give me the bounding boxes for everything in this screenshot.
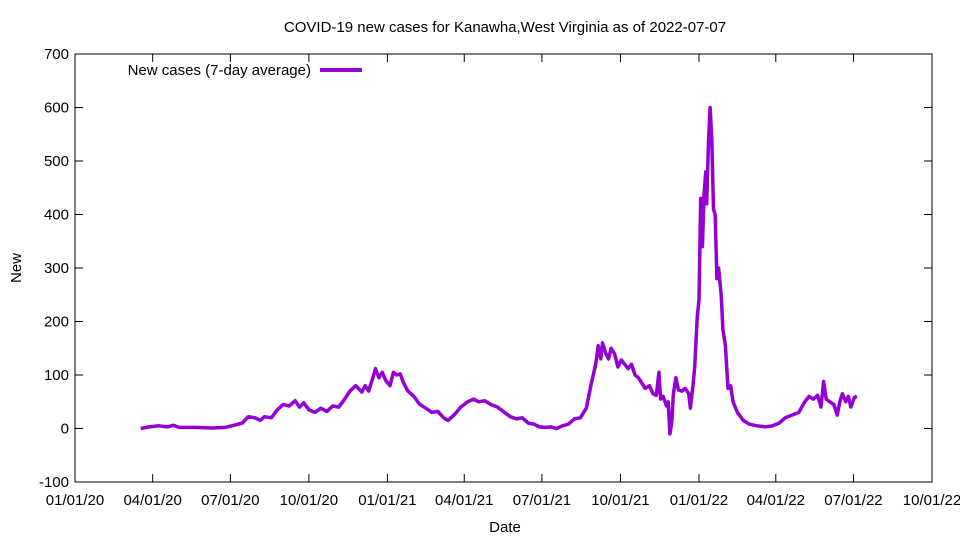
x-tick-label: 07/01/22 xyxy=(824,492,882,509)
y-tick-label: 0 xyxy=(61,421,69,438)
y-tick-label: -100 xyxy=(39,474,69,491)
x-tick-label: 04/01/22 xyxy=(747,492,805,509)
y-axis: -100 0 100 200 300 400 500 600 700 xyxy=(39,46,932,491)
x-tick-label: 04/01/21 xyxy=(435,492,493,509)
series-layer xyxy=(140,105,858,436)
x-tick-label: 01/01/22 xyxy=(670,492,728,509)
x-tick-label: 10/01/22 xyxy=(903,492,960,509)
plot-frame xyxy=(74,53,933,483)
x-tick-label: 10/01/20 xyxy=(280,492,338,509)
series-line xyxy=(140,105,858,436)
y-axis-label: New xyxy=(8,253,25,283)
x-tick-label: 01/01/20 xyxy=(46,492,104,509)
y-tick-label: 500 xyxy=(44,153,69,170)
x-tick-label: 01/01/21 xyxy=(358,492,416,509)
legend: New cases (7-day average) xyxy=(128,62,362,79)
x-tick-label: 07/01/21 xyxy=(513,492,571,509)
x-tick-label: 07/01/20 xyxy=(201,492,259,509)
x-tick-label: 10/01/21 xyxy=(591,492,649,509)
y-tick-label: 400 xyxy=(44,207,69,224)
y-tick-label: 700 xyxy=(44,46,69,63)
y-tick-label: 600 xyxy=(44,100,69,117)
y-tick-label: 300 xyxy=(44,260,69,277)
x-tick-label: 04/01/20 xyxy=(123,492,181,509)
x-axis-label: Date xyxy=(489,519,521,536)
chart-title: COVID-19 new cases for Kanawha,West Virg… xyxy=(284,19,726,36)
x-axis: 01/01/20 04/01/20 07/01/20 10/01/20 01/01/21… xyxy=(46,54,960,509)
legend-label: New cases (7-day average) xyxy=(128,62,311,79)
y-tick-label: 100 xyxy=(44,367,69,384)
y-tick-label: 200 xyxy=(44,314,69,331)
